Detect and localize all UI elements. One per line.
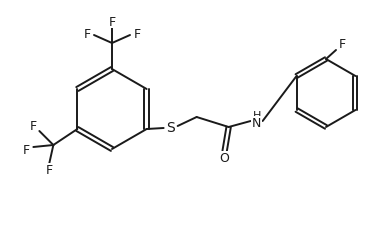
Text: N: N [252, 117, 261, 130]
Text: F: F [23, 143, 30, 156]
Text: H: H [253, 110, 261, 121]
Text: S: S [166, 121, 175, 134]
Text: O: O [220, 152, 230, 165]
Text: F: F [108, 15, 116, 28]
Text: F: F [83, 27, 91, 40]
Text: F: F [133, 27, 140, 40]
Text: F: F [46, 164, 53, 177]
Text: F: F [30, 119, 37, 132]
Text: F: F [339, 38, 346, 51]
